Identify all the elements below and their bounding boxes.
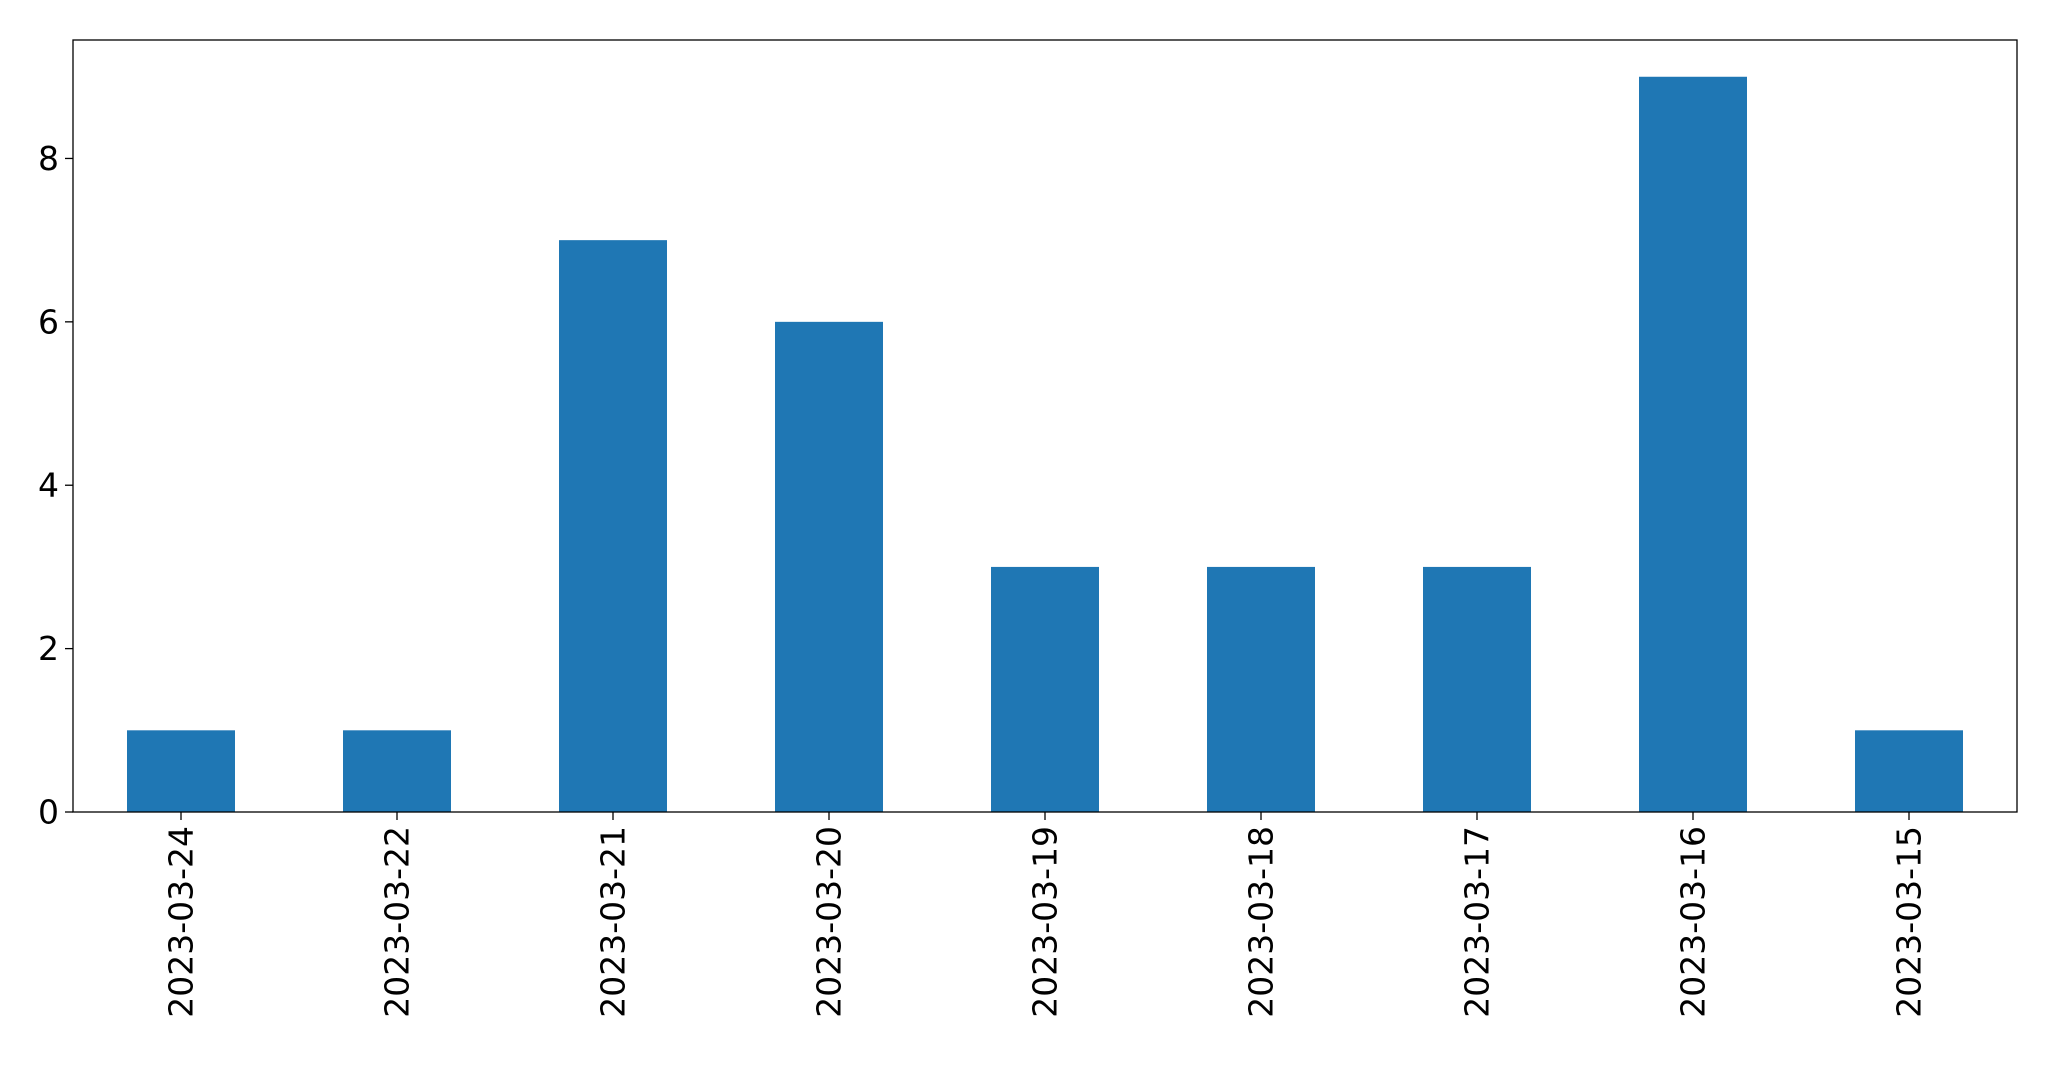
y-tick-label: 6 xyxy=(38,302,59,341)
y-tick-label: 2 xyxy=(38,629,59,668)
bar-2023-03-19 xyxy=(991,566,1099,812)
x-tick-label: 2023-03-18 xyxy=(1242,826,1281,1018)
bar-2023-03-24 xyxy=(127,730,235,812)
plot-frame xyxy=(72,39,2018,813)
bar-2023-03-16 xyxy=(1639,76,1747,812)
bar-2023-03-18 xyxy=(1207,566,1315,812)
x-tick-label: 2023-03-22 xyxy=(378,826,417,1018)
x-tick-label: 2023-03-16 xyxy=(1674,826,1713,1018)
x-tick-label: 2023-03-19 xyxy=(1026,826,1065,1018)
bar-2023-03-17 xyxy=(1423,566,1531,812)
x-axis: 2023-03-24 2023-03-22 2023-03-21 2023-03-20… xyxy=(162,812,1929,1018)
x-tick-label: 2023-03-21 xyxy=(594,826,633,1018)
y-axis: 0 2 4 6 8 xyxy=(38,139,73,832)
bar-2023-03-20 xyxy=(775,321,883,812)
y-tick-label: 4 xyxy=(38,466,59,505)
x-tick-label: 2023-03-17 xyxy=(1458,826,1497,1018)
bar-2023-03-15 xyxy=(1855,730,1963,812)
x-tick-label: 2023-03-24 xyxy=(162,826,201,1018)
x-tick-label: 2023-03-20 xyxy=(810,826,849,1018)
bar-2023-03-22 xyxy=(343,730,451,812)
y-tick-label: 0 xyxy=(38,793,59,832)
bars-layer xyxy=(127,76,1963,813)
x-tick-label: 2023-03-15 xyxy=(1890,826,1929,1018)
bar-2023-03-21 xyxy=(559,240,667,813)
y-tick-label: 8 xyxy=(38,139,59,178)
